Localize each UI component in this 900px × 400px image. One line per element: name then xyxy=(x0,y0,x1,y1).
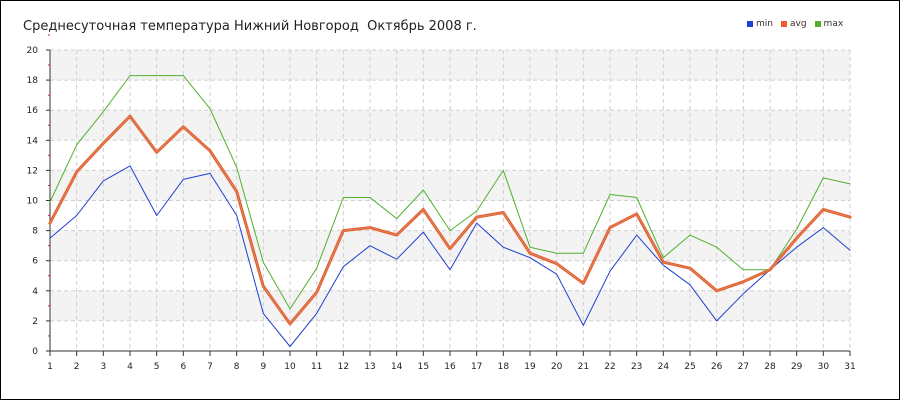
chart-title: Среднесуточная температура Нижний Новгор… xyxy=(23,19,477,34)
legend-item-min: min xyxy=(747,16,773,32)
legend-label-avg: avg xyxy=(789,19,807,29)
series-line-max xyxy=(49,75,851,310)
x-tick-label: 4 xyxy=(127,362,133,372)
legend-swatch-max xyxy=(814,21,821,27)
x-tick-label: 25 xyxy=(684,362,695,372)
x-tick-label: 23 xyxy=(631,362,642,372)
legend-item-max: max xyxy=(814,16,844,32)
x-tick-label: 7 xyxy=(207,362,213,372)
legend-label-max: max xyxy=(823,19,844,29)
x-tick-label: 14 xyxy=(391,362,403,372)
y-tick-label: 8 xyxy=(32,227,38,237)
x-tick-label: 11 xyxy=(311,362,322,372)
series-line-min xyxy=(49,165,851,347)
x-tick-label: 30 xyxy=(818,362,830,372)
x-tick-label: 10 xyxy=(284,362,296,372)
legend: min avg max xyxy=(747,16,843,32)
y-tick-label: 14 xyxy=(27,136,39,146)
series-line-avg-highlight xyxy=(49,115,851,325)
y-tick-label: 4 xyxy=(32,287,38,297)
x-tick-label: 2 xyxy=(74,362,80,372)
x-tick-label: 19 xyxy=(524,362,536,372)
x-tick-label: 29 xyxy=(791,362,803,372)
x-tick-label: 31 xyxy=(844,362,855,372)
y-tick-label: 12 xyxy=(27,166,38,176)
legend-swatch-min xyxy=(747,21,753,27)
legend-label-min: min xyxy=(756,19,773,29)
x-tick-label: 22 xyxy=(604,362,615,372)
x-tick-label: 12 xyxy=(338,362,349,372)
x-tick-label: 13 xyxy=(364,362,375,372)
x-tick-label: 26 xyxy=(711,362,723,372)
y-tick-label: 16 xyxy=(27,106,39,116)
x-tick-label: 15 xyxy=(418,362,429,372)
y-tick-label: 20 xyxy=(27,46,39,56)
x-tick-label: 17 xyxy=(471,362,482,372)
x-tick-label: 3 xyxy=(100,362,106,372)
legend-swatch-avg xyxy=(780,21,787,27)
y-tick-label: 18 xyxy=(27,76,39,86)
x-tick-label: 5 xyxy=(154,362,160,372)
x-tick-label: 24 xyxy=(658,362,670,372)
y-tick-label: 2 xyxy=(32,317,38,327)
x-tick-label: 21 xyxy=(578,362,589,372)
x-tick-label: 27 xyxy=(738,362,749,372)
y-tick-label: 10 xyxy=(27,197,39,207)
x-tick-label: 28 xyxy=(764,362,776,372)
x-tick-label: 8 xyxy=(234,362,240,372)
x-tick-label: 9 xyxy=(260,362,266,372)
x-tick-label: 6 xyxy=(180,362,186,372)
legend-item-avg: avg xyxy=(780,16,807,32)
x-tick-label: 18 xyxy=(498,362,510,372)
x-tick-label: 16 xyxy=(444,362,456,372)
y-tick-label: 6 xyxy=(32,257,38,267)
x-tick-label: 20 xyxy=(551,362,563,372)
y-tick-label: 0 xyxy=(32,347,38,357)
x-tick-label: 1 xyxy=(47,362,53,372)
